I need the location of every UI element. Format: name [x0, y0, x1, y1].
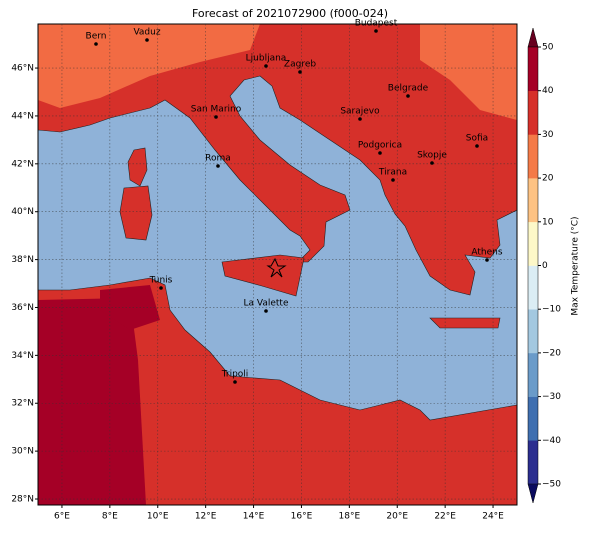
lon-tick-label: 10°E — [147, 512, 169, 522]
colorbar-band — [528, 134, 538, 179]
city-label: Roma — [205, 154, 231, 164]
colorbar-arrow — [527, 27, 539, 48]
lon-tick-label: 14°E — [243, 512, 265, 522]
star-marker — [266, 257, 287, 278]
lon-tick-label: 12°E — [195, 512, 217, 522]
city-label: Ljubljana — [246, 54, 287, 64]
balkan-cooler — [420, 24, 517, 120]
city-label: Athens — [471, 248, 502, 258]
lat-tick-label: 46°N — [11, 64, 34, 74]
lon-tick-label: 22°E — [434, 512, 456, 522]
colorbar-band — [528, 221, 538, 266]
lat-tick-label: 34°N — [11, 351, 34, 361]
lat-tick-label: 32°N — [11, 399, 34, 409]
city-dot — [430, 161, 434, 165]
colorbar-band — [528, 178, 538, 223]
colorbar-band — [528, 265, 538, 310]
colorbar-label: Max Temperature (°C) — [571, 216, 581, 315]
colorbar-tick-label: 10 — [542, 217, 554, 227]
colorbar-band — [528, 352, 538, 397]
city-label: Tunis — [149, 276, 173, 286]
algeria-hot — [38, 298, 146, 505]
sicily — [221, 254, 305, 297]
city-label: La Valette — [244, 299, 289, 309]
city-dot — [94, 42, 98, 46]
alps-cooler — [38, 24, 260, 108]
lon-tick-label: 8°E — [102, 512, 118, 522]
corsica — [127, 147, 148, 187]
lat-tick-label: 40°N — [11, 207, 34, 217]
city-dot — [233, 380, 237, 384]
city-label: Tirana — [378, 168, 407, 178]
lat-tick-label: 36°N — [11, 303, 34, 313]
city-dot — [214, 115, 218, 119]
city-label: Skopje — [417, 151, 447, 161]
colorbar-tick-label: −40 — [542, 436, 561, 446]
colorbar-band — [528, 309, 538, 354]
crete — [429, 317, 501, 329]
city-dot — [406, 94, 410, 98]
sardinia — [119, 185, 153, 241]
city-dot — [374, 29, 378, 33]
colorbar-tick-label: 20 — [542, 174, 554, 184]
lat-tick-label: 28°N — [11, 495, 34, 505]
city-label: Podgorica — [358, 141, 402, 151]
city-label: Tripoli — [221, 370, 249, 380]
city-dot — [159, 286, 163, 290]
city-dot — [378, 151, 382, 155]
lat-tick-label: 42°N — [11, 159, 34, 169]
city-dot — [391, 178, 395, 182]
city-label: Belgrade — [388, 84, 429, 94]
colorbar-band — [528, 90, 538, 135]
city-dot — [475, 144, 479, 148]
city-label: Bern — [86, 32, 107, 42]
lat-tick-label: 38°N — [11, 255, 34, 265]
city-dot — [216, 164, 220, 168]
lon-tick-label: 18°E — [339, 512, 361, 522]
colorbar-band — [528, 396, 538, 441]
city-dot — [264, 309, 268, 313]
lon-tick-label: 24°E — [482, 512, 504, 522]
title: Forecast of 2021072900 (f000-024) — [192, 7, 388, 20]
city-label: San Marino — [191, 105, 242, 115]
lon-tick-label: 20°E — [386, 512, 408, 522]
colorbar-arrow — [527, 483, 539, 504]
city-dot — [358, 117, 362, 121]
colorbar-tick-label: −50 — [542, 480, 561, 490]
city-dot — [298, 70, 302, 74]
colorbar-band — [528, 440, 538, 485]
colorbar-tick-label: −10 — [542, 305, 561, 315]
city-label: Sarajevo — [340, 107, 380, 117]
city-label: Vaduz — [133, 28, 160, 38]
city-label: Zagreb — [284, 60, 316, 70]
colorbar-tick-label: 30 — [542, 130, 554, 140]
colorbar-tick-label: 0 — [542, 261, 548, 271]
lat-tick-label: 44°N — [11, 111, 34, 121]
colorbar-band — [528, 47, 538, 91]
map-frame — [37, 23, 518, 506]
colorbar-tick-label: 40 — [542, 86, 554, 96]
colorbar-tick-label: 50 — [542, 43, 554, 53]
lon-tick-label: 16°E — [291, 512, 313, 522]
city-label: Sofia — [466, 134, 488, 144]
city-dot — [145, 38, 149, 42]
colorbar-tick-label: −30 — [542, 392, 561, 402]
city-dot — [485, 258, 489, 262]
city-label: Budapest — [355, 19, 398, 29]
city-dot — [264, 64, 268, 68]
lon-tick-label: 6°E — [54, 512, 70, 522]
colorbar-tick-label: −20 — [542, 348, 561, 358]
lat-tick-label: 30°N — [11, 447, 34, 457]
